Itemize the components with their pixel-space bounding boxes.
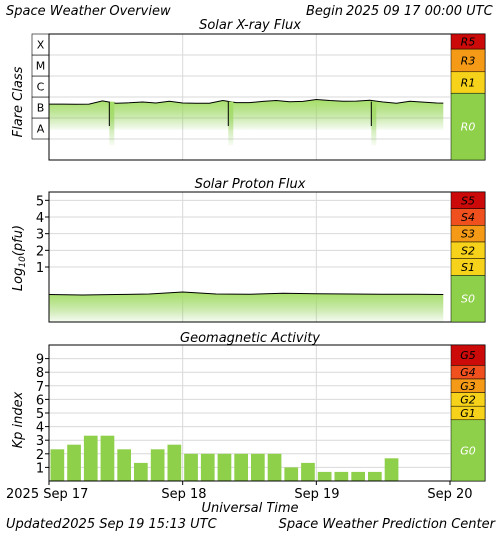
xray-scale-label-r5: R5 [461, 36, 476, 49]
xray-drop-area-2 [371, 101, 377, 146]
xtick-sep17: 2025 Sep 17 [6, 487, 88, 502]
kp-ytick-3: 3 [36, 434, 44, 449]
proton-ytick-2: 2 [36, 244, 44, 259]
kp-bar-6 [150, 449, 165, 481]
kp-bar-10 [217, 453, 232, 481]
xray-class-label-x: X [37, 39, 45, 52]
header-title: Space Weather Overview [6, 4, 171, 19]
proton-scale-label-s5: S5 [461, 194, 475, 207]
geomag-panel-title: Geomagnetic Activity [180, 331, 320, 346]
kp-scale-band-g0 [450, 419, 486, 482]
kp-scale-label-g2: G2 [460, 393, 476, 406]
footer-updated-date: 2025 Sep 19 15:13 UTC [62, 517, 218, 532]
kp-bar-16 [317, 471, 332, 481]
kp-scale-label-g0: G0 [460, 444, 476, 457]
kp-bar-13 [267, 453, 282, 481]
xtick-sep19: Sep 19 [294, 487, 339, 502]
kp-ytick-2: 2 [36, 448, 44, 463]
proton-scale-label-s0: S0 [461, 293, 475, 306]
xray-flux-line [49, 98, 444, 105]
proton-panel-title: Solar Proton Flux [195, 177, 306, 192]
kp-bar-3 [100, 435, 115, 481]
proton-ylabel-base: Log [11, 268, 26, 291]
kp-bar-9 [200, 453, 215, 481]
kp-bar-11 [234, 453, 248, 481]
kp-ylabel: Kp index [11, 391, 26, 448]
xray-class-label-m: M [36, 60, 46, 73]
proton-scale-label-s1: S1 [461, 261, 475, 274]
proton-ytick-5: 5 [36, 194, 44, 209]
xtick-sep20: Sep 20 [427, 487, 472, 502]
proton-ytick-1: 1 [36, 261, 44, 276]
xaxis-title: Universal Time [201, 501, 298, 516]
kp-bar-4 [117, 449, 131, 481]
xray-class-label-b: B [37, 102, 45, 115]
kp-scale-label-g1: G1 [460, 407, 476, 420]
proton-scale-label-s2: S2 [461, 244, 475, 257]
header-begin-date: 2025 09 17 00:00 UTC [346, 4, 494, 19]
kp-bar-8 [184, 453, 198, 481]
xray-drop-area-0 [109, 101, 115, 146]
xray-scale-label-r1: R1 [461, 77, 476, 90]
xray-scale-label-r3: R3 [461, 54, 476, 67]
xray-scale-band-r0 [450, 92, 486, 161]
xtick-sep18: Sep 18 [161, 487, 206, 502]
kp-bar-5 [134, 462, 148, 481]
proton-ylabel-unit: (pfu) [11, 225, 26, 256]
kp-bar-17 [334, 471, 349, 481]
kp-scale-label-g5: G5 [460, 349, 476, 362]
kp-bar-1 [67, 444, 81, 481]
kp-bar-15 [301, 462, 315, 481]
xray-class-label-c: C [37, 81, 45, 94]
kp-ytick-1: 1 [36, 461, 44, 476]
proton-ytick-4: 4 [36, 211, 44, 226]
xray-drop-area-1 [228, 101, 234, 146]
proton-flux-line [48, 291, 444, 296]
kp-bar-0 [50, 449, 65, 481]
kp-bar-2 [83, 435, 98, 481]
xray-scale-label-r0: R0 [461, 121, 476, 134]
proton-ylabel-sub: 10 [18, 256, 28, 268]
xray-flux-area [49, 99, 444, 130]
header-begin-label: Begin [306, 4, 343, 19]
kp-ytick-9: 9 [36, 353, 44, 368]
xray-ylabel: Flare Class [11, 66, 26, 137]
kp-bar-19 [368, 471, 382, 481]
proton-scale-label-s3: S3 [461, 228, 475, 241]
kp-bar-7 [167, 444, 182, 481]
footer-source: Space Weather Prediction Center [279, 517, 497, 532]
proton-ytick-3: 3 [36, 228, 44, 243]
kp-ytick-8: 8 [36, 366, 44, 381]
proton-ylabel: Log10(pfu) [11, 225, 28, 291]
kp-bar-18 [351, 471, 365, 481]
kp-ytick-7: 7 [36, 380, 44, 395]
proton-scale-band-s0 [450, 275, 486, 323]
kp-ytick-6: 6 [36, 393, 44, 408]
kp-ytick-5: 5 [36, 407, 44, 422]
kp-bar-20 [384, 458, 399, 481]
kp-ytick-4: 4 [36, 421, 44, 436]
proton-flux-area [49, 292, 444, 322]
footer-updated-label: Updated [6, 517, 62, 532]
xray-class-label-a: A [37, 123, 45, 136]
kp-bar-12 [251, 453, 265, 481]
kp-scale-label-g3: G3 [460, 380, 476, 393]
proton-scale-label-s4: S4 [461, 211, 475, 224]
kp-scale-label-g4: G4 [460, 366, 476, 379]
xray-panel-title: Solar X-ray Flux [199, 18, 301, 33]
kp-bar-14 [284, 467, 299, 481]
